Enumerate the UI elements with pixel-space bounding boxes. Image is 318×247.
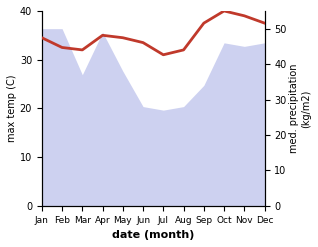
Y-axis label: med. precipitation
(kg/m2): med. precipitation (kg/m2) bbox=[289, 64, 311, 153]
Y-axis label: max temp (C): max temp (C) bbox=[7, 75, 17, 142]
X-axis label: date (month): date (month) bbox=[112, 230, 194, 240]
